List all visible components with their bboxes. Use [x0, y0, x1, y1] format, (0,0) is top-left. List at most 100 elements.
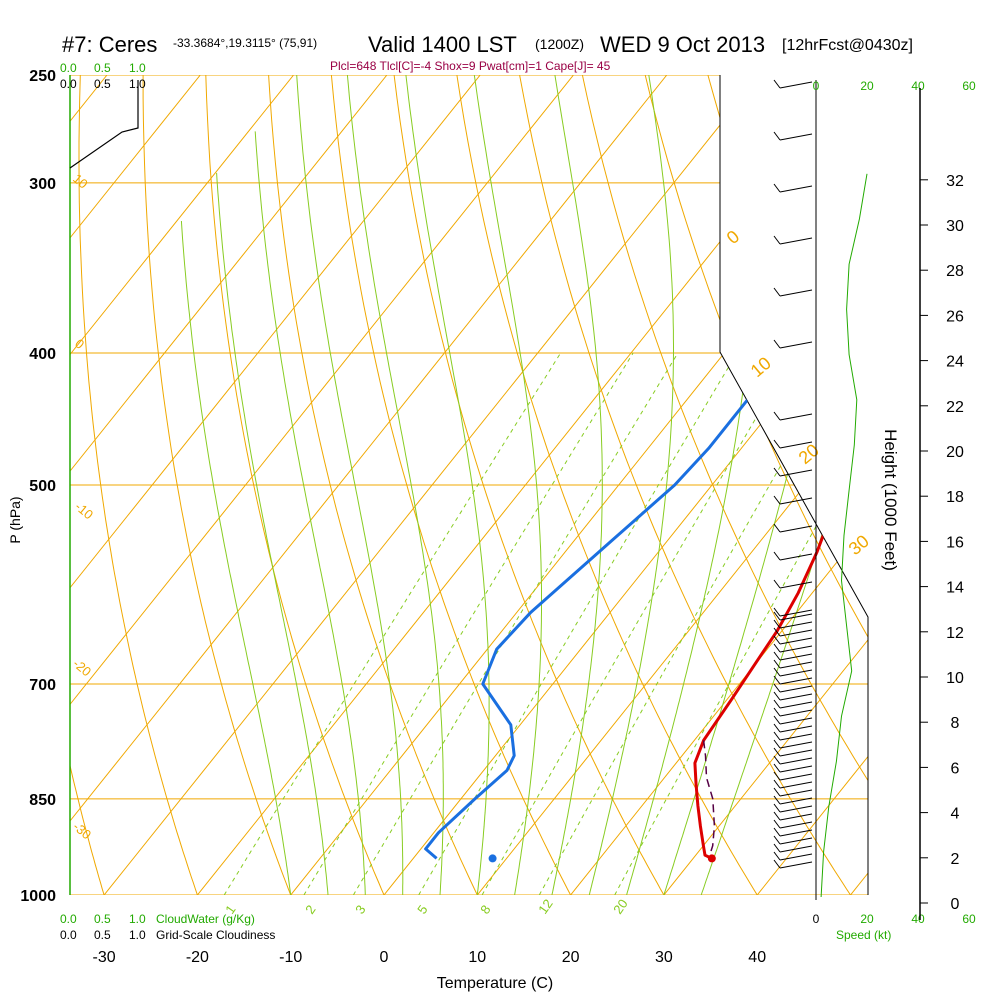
wind-panel: 0 20 40 600 20 40 60 — [773, 79, 976, 926]
isotherm-label: -30 — [70, 819, 94, 843]
speed-tick-bottom: 60 — [962, 912, 976, 926]
wind-barb-flag — [773, 79, 781, 89]
wind-barb-flag — [773, 683, 781, 693]
wind-barb-staff — [779, 693, 813, 701]
wind-barb-staff — [779, 829, 813, 837]
wind-barb-staff — [779, 661, 813, 669]
dry-adiabat-line — [266, 75, 478, 895]
moist-adiabat-line — [588, 75, 674, 895]
wind-barb — [773, 627, 813, 637]
dry-adiabat-label: 10 — [747, 353, 775, 381]
wind-barb — [773, 551, 813, 561]
cloudiness-tick-0: 0.0 — [60, 928, 77, 942]
wind-barb-flag — [773, 827, 781, 837]
height-tick-label: 8 — [951, 715, 960, 732]
wind-barb-staff — [779, 757, 813, 765]
wind-barb — [773, 607, 813, 617]
sounding-profiles — [424, 85, 868, 860]
wind-barb — [773, 715, 813, 725]
wind-barb-staff — [779, 717, 813, 725]
temperature-tick-label: -30 — [93, 949, 116, 966]
wind-barb — [773, 843, 813, 853]
wind-barb — [773, 787, 813, 797]
cloudwater-label: CloudWater (g/Kg) — [156, 912, 255, 926]
wind-barb-staff — [779, 709, 813, 717]
wind-barb — [773, 859, 813, 869]
dry-adiabat-line — [70, 75, 105, 895]
cloudiness-trace — [69, 80, 139, 169]
isotherm-label: 10 — [70, 171, 91, 192]
wind-barb-staff — [779, 797, 813, 805]
wind-barb — [773, 683, 813, 693]
mixing-ratio-label: 20 — [610, 896, 631, 916]
wind-barb — [773, 755, 813, 765]
wind-barb-staff — [779, 669, 813, 677]
wind-barb-staff — [779, 637, 813, 645]
height-tick-label: 10 — [946, 670, 964, 687]
wind-barb — [773, 675, 813, 685]
temperature-tick-label: 0 — [380, 949, 389, 966]
pressure-tick-label: 1000 — [20, 888, 56, 905]
wind-barb-staff — [779, 441, 813, 449]
speed-tick-bottom: 20 — [860, 912, 874, 926]
wind-barb — [773, 79, 813, 89]
moist-adiabat-line — [180, 220, 292, 895]
wind-barb-staff — [779, 185, 813, 193]
wind-barb-staff — [779, 837, 813, 845]
dry-adiabat-line — [78, 75, 198, 895]
wind-barb — [773, 723, 813, 733]
wind-barb — [773, 439, 813, 449]
surface-temperature-dot — [707, 854, 716, 863]
wind-barb-flag — [773, 659, 781, 669]
isotherm-line — [103, 75, 761, 895]
temperature-tick-label: 10 — [468, 949, 486, 966]
wind-barb-flag — [773, 579, 781, 589]
wind-barb-flag — [773, 819, 781, 829]
wind-barb — [773, 131, 813, 141]
cloudiness-tick-2: 1.0 — [129, 928, 146, 942]
mixing-ratio-line — [418, 352, 738, 895]
top-green-tick-1: 0.5 — [94, 61, 111, 75]
isotherm-label: -20 — [70, 656, 94, 680]
valid-date: WED 9 Oct 2013 — [600, 32, 765, 57]
station-title: #7: Ceres — [62, 32, 157, 57]
cloudwater-tick-2: 1.0 — [129, 912, 146, 926]
dry-adiabat-line — [390, 75, 665, 895]
wind-barb-staff — [779, 133, 813, 141]
cloudwater-tick-0: 0.0 — [60, 912, 77, 926]
wind-barb — [773, 827, 813, 837]
wind-barb-flag — [773, 835, 781, 845]
isotherm-line — [70, 75, 201, 895]
wind-barb-staff — [779, 341, 813, 349]
wind-barb-flag — [773, 523, 781, 533]
wind-barb-flag — [773, 411, 781, 421]
parcel-path-line — [702, 740, 716, 856]
speed-tick-bottom: 40 — [911, 912, 925, 926]
mixing-ratio-line — [303, 352, 634, 895]
pressure-tick-label: 300 — [29, 176, 56, 193]
wind-barb-staff — [779, 773, 813, 781]
wind-barb-staff — [779, 469, 813, 477]
cloudiness-label: Grid-Scale Cloudiness — [156, 928, 275, 942]
wind-barb — [773, 611, 813, 621]
speed-tick-top: 0 — [813, 79, 820, 93]
wind-barb — [773, 235, 813, 245]
dry-adiabat-line — [825, 75, 868, 895]
wind-barb — [773, 691, 813, 701]
wind-barb-staff — [779, 861, 813, 869]
isotherm-line — [70, 75, 574, 895]
wind-barb — [773, 771, 813, 781]
wind-barb — [773, 819, 813, 829]
wind-barb-flag — [773, 779, 781, 789]
isotherm-line — [383, 75, 868, 895]
wind-barb-flag — [773, 183, 781, 193]
wind-barb-staff — [779, 821, 813, 829]
mixing-ratio-line — [481, 352, 795, 895]
height-tick-label: 22 — [946, 399, 964, 416]
isotherm-line — [70, 75, 294, 895]
dry-adiabat-label: 30 — [845, 531, 873, 559]
height-tick-label: 26 — [946, 308, 964, 325]
wind-barb-staff — [779, 609, 813, 617]
dry-adiabat-label: 0 — [723, 226, 744, 248]
